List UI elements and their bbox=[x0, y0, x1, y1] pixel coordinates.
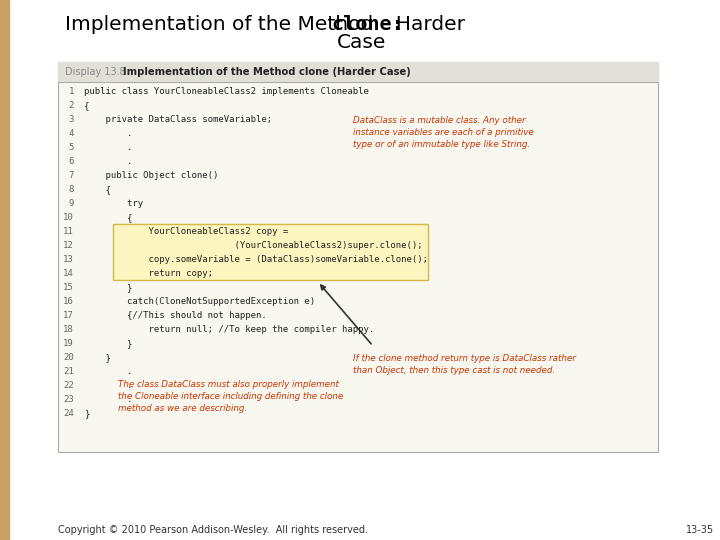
Text: 24: 24 bbox=[63, 409, 74, 418]
Text: }: } bbox=[84, 409, 89, 418]
Text: return copy;: return copy; bbox=[84, 269, 213, 279]
Text: 20: 20 bbox=[63, 354, 74, 362]
Text: try: try bbox=[84, 199, 143, 208]
Text: 23: 23 bbox=[63, 395, 74, 404]
Text: Display 13.8: Display 13.8 bbox=[65, 67, 126, 77]
Text: 11: 11 bbox=[63, 227, 74, 237]
Text: }: } bbox=[84, 284, 132, 293]
Text: {: { bbox=[84, 186, 111, 194]
Text: 3: 3 bbox=[68, 116, 74, 125]
Text: clone:: clone: bbox=[331, 16, 404, 35]
Text: 4: 4 bbox=[68, 130, 74, 138]
Text: 16: 16 bbox=[63, 298, 74, 307]
Text: .: . bbox=[84, 158, 132, 166]
Text: 14: 14 bbox=[63, 269, 74, 279]
Text: }: } bbox=[84, 340, 132, 348]
Text: 13: 13 bbox=[63, 255, 74, 265]
Text: 12: 12 bbox=[63, 241, 74, 251]
Text: .: . bbox=[84, 144, 132, 152]
Text: 2: 2 bbox=[68, 102, 74, 111]
Text: {//This should not happen.: {//This should not happen. bbox=[84, 312, 266, 321]
Text: 10: 10 bbox=[63, 213, 74, 222]
Text: DataClass is a mutable class. Any other
instance variables are each of a primiti: DataClass is a mutable class. Any other … bbox=[353, 116, 534, 148]
Text: 21: 21 bbox=[63, 368, 74, 376]
Bar bbox=[0, 0, 9, 540]
Text: 18: 18 bbox=[63, 326, 74, 334]
Text: catch(CloneNotSupportedException e): catch(CloneNotSupportedException e) bbox=[84, 298, 315, 307]
Text: If the clone method return type is DataClass rather
than Object, then this type : If the clone method return type is DataC… bbox=[353, 354, 576, 375]
Text: Copyright © 2010 Pearson Addison-Wesley.  All rights reserved.: Copyright © 2010 Pearson Addison-Wesley.… bbox=[58, 525, 368, 535]
Text: 9: 9 bbox=[68, 199, 74, 208]
Text: 19: 19 bbox=[63, 340, 74, 348]
Text: public class YourCloneableClass2 implements Cloneable: public class YourCloneableClass2 impleme… bbox=[84, 87, 369, 97]
Text: 22: 22 bbox=[63, 381, 74, 390]
Text: 15: 15 bbox=[63, 284, 74, 293]
Text: return null; //To keep the compiler happy.: return null; //To keep the compiler happ… bbox=[84, 326, 374, 334]
Text: YourCloneableClass2 copy =: YourCloneableClass2 copy = bbox=[84, 227, 288, 237]
Text: 8: 8 bbox=[68, 186, 74, 194]
Text: 6: 6 bbox=[68, 158, 74, 166]
Text: .: . bbox=[84, 368, 132, 376]
Text: {: { bbox=[84, 213, 132, 222]
Text: public Object clone(): public Object clone() bbox=[84, 172, 218, 180]
Text: The class DataClass must also properly implement
the Cloneable interface includi: The class DataClass must also properly i… bbox=[118, 380, 343, 413]
Text: Implementation of the Method: Implementation of the Method bbox=[65, 16, 379, 35]
Bar bbox=[58, 62, 658, 82]
Text: .: . bbox=[84, 130, 132, 138]
Text: Case: Case bbox=[337, 33, 387, 52]
Text: .: . bbox=[84, 395, 132, 404]
Text: copy.someVariable = (DataClass)someVariable.clone();: copy.someVariable = (DataClass)someVaria… bbox=[84, 255, 428, 265]
Text: 7: 7 bbox=[68, 172, 74, 180]
Text: (YourCloneableClass2)super.clone();: (YourCloneableClass2)super.clone(); bbox=[84, 241, 423, 251]
Text: .: . bbox=[84, 381, 132, 390]
Text: private DataClass someVariable;: private DataClass someVariable; bbox=[84, 116, 272, 125]
Text: {: { bbox=[84, 102, 89, 111]
Text: Harder: Harder bbox=[383, 16, 465, 35]
Text: 17: 17 bbox=[63, 312, 74, 321]
Bar bbox=[58, 62, 658, 452]
Text: Implementation of the Method clone (Harder Case): Implementation of the Method clone (Hard… bbox=[123, 67, 410, 77]
Text: 1: 1 bbox=[68, 87, 74, 97]
Text: 13-35: 13-35 bbox=[686, 525, 714, 535]
Text: 5: 5 bbox=[68, 144, 74, 152]
Bar bbox=[113, 224, 428, 280]
Text: }: } bbox=[84, 354, 111, 362]
